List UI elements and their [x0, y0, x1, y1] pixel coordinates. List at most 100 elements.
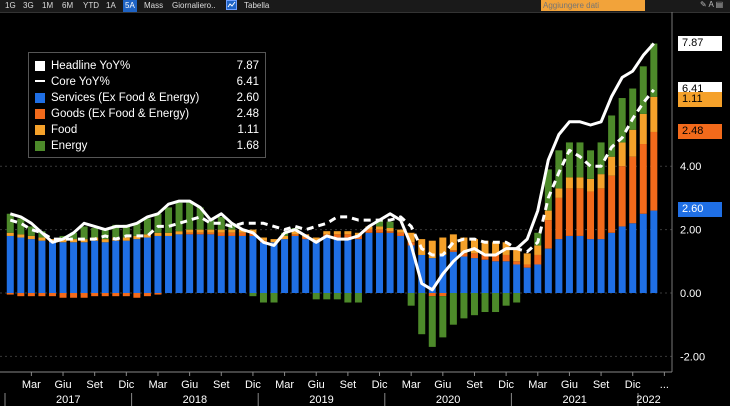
legend-value: 1.68	[236, 140, 259, 152]
range-5a-button[interactable]: 5A	[123, 0, 137, 12]
bar-goods-36	[386, 231, 394, 233]
bar-services-49	[523, 267, 531, 293]
bar-goods-61	[650, 131, 658, 211]
bar-services-5	[59, 242, 67, 293]
bar-energy-58	[618, 98, 626, 143]
bar-goods-48	[513, 261, 521, 265]
bar-food-13	[143, 234, 151, 238]
bar-goods-3	[38, 293, 46, 297]
bar-goods-14	[154, 293, 162, 295]
bar-energy-54	[576, 142, 584, 178]
range-1g-button[interactable]: 1G	[5, 1, 16, 10]
x-tick-label: Giu	[181, 379, 198, 391]
bar-food-30	[323, 231, 331, 235]
bar-food-22	[238, 229, 246, 233]
bar-services-60	[639, 213, 647, 293]
bar-energy-0	[6, 213, 14, 233]
chart-type-icon[interactable]	[226, 0, 237, 12]
bar-goods-50	[534, 254, 542, 265]
legend-swatch	[35, 93, 45, 103]
bar-goods-21	[228, 232, 236, 236]
bar-food-9	[101, 239, 109, 243]
bar-services-45	[481, 259, 489, 293]
bar-energy-42	[449, 293, 457, 325]
legend-item: Services (Ex Food & Energy) 2.60	[29, 90, 265, 106]
bar-services-31	[333, 237, 341, 293]
x-tick-label: Set	[593, 379, 610, 391]
settings-icon[interactable]: ▤	[715, 0, 724, 9]
bar-goods-33	[354, 235, 362, 240]
table-button[interactable]: Tabella	[244, 1, 270, 10]
bar-services-11	[122, 240, 130, 293]
add-data-input[interactable]	[541, 0, 645, 11]
x-tick-label: Dic	[372, 379, 388, 391]
bar-services-24	[259, 242, 267, 293]
range-1m-button[interactable]: 1M	[42, 1, 54, 10]
bar-goods-4	[48, 293, 56, 297]
bar-energy-13	[143, 218, 151, 235]
chart-canvas: -2.00 0.00 2.00 4.00 Mar Giu Set Dic Mar Giu Set Di…	[0, 12, 705, 406]
bar-services-47	[502, 261, 510, 293]
bar-goods-19	[207, 232, 215, 235]
bar-goods-8	[91, 293, 99, 297]
bar-energy-30	[323, 293, 331, 300]
bar-services-27	[291, 235, 299, 293]
bar-energy-14	[154, 213, 162, 233]
bar-energy-6	[70, 232, 78, 240]
bar-services-43	[460, 256, 468, 293]
legend-label: Services (Ex Food & Energy)	[51, 92, 200, 104]
legend-item: Headline YoY% 7.87	[29, 58, 265, 74]
bar-goods-11	[122, 293, 130, 297]
range-max-button[interactable]: Mass	[144, 1, 164, 10]
bar-goods-53	[565, 188, 573, 236]
bar-services-54	[576, 235, 584, 293]
bar-energy-41	[439, 296, 447, 338]
range-ytd-button[interactable]: YTD	[83, 1, 99, 10]
bar-services-37	[397, 235, 405, 293]
bar-goods-12	[133, 293, 141, 298]
chart-legend: Headline YoY% 7.87 Core YoY% 6.41 Services (…	[28, 52, 266, 158]
bar-food-59	[629, 129, 637, 157]
bar-energy-23	[249, 293, 257, 297]
range-3g-button[interactable]: 3G	[23, 1, 34, 10]
legend-label: Energy	[51, 140, 88, 152]
range-1a-button[interactable]: 1A	[106, 1, 116, 10]
pen-icon[interactable]: ✎	[700, 0, 707, 9]
bar-food-29	[312, 237, 320, 241]
text-icon[interactable]: A	[708, 0, 714, 9]
bar-services-56	[597, 239, 605, 293]
bar-services-55	[587, 239, 595, 293]
bar-food-15	[165, 232, 173, 236]
x-tick-label: Dic	[118, 379, 134, 391]
bar-food-35	[376, 226, 384, 230]
bar-energy-51	[544, 169, 552, 211]
legend-value: 2.48	[236, 108, 259, 120]
bar-food-51	[544, 210, 552, 221]
bar-food-12	[133, 235, 141, 240]
headline-yoy-line	[9, 42, 655, 292]
legend-swatch	[35, 80, 45, 88]
frequency-dropdown[interactable]: Giornaliero..	[172, 1, 216, 10]
bar-goods-32	[344, 234, 352, 238]
bar-food-61	[650, 96, 658, 132]
bar-food-23	[249, 229, 257, 233]
bar-food-55	[587, 178, 595, 192]
bar-services-7	[80, 242, 88, 293]
bar-energy-1	[17, 218, 25, 235]
bar-energy-7	[80, 226, 88, 240]
bar-goods-46	[492, 254, 500, 262]
line-series	[9, 42, 655, 292]
bar-food-37	[397, 229, 405, 233]
x-tick-label: Set	[86, 379, 103, 391]
bar-food-50	[534, 245, 542, 255]
bar-services-44	[470, 258, 478, 293]
last-value-label: 2.60	[678, 202, 722, 217]
bar-energy-11	[122, 224, 130, 238]
bar-energy-43	[460, 293, 468, 319]
bar-services-40	[428, 258, 436, 293]
x-tick-label: Set	[213, 379, 230, 391]
x-tick-label: Mar	[528, 379, 547, 391]
range-6m-button[interactable]: 6M	[62, 1, 74, 10]
bar-food-38	[407, 232, 415, 243]
legend-swatch	[35, 125, 45, 135]
